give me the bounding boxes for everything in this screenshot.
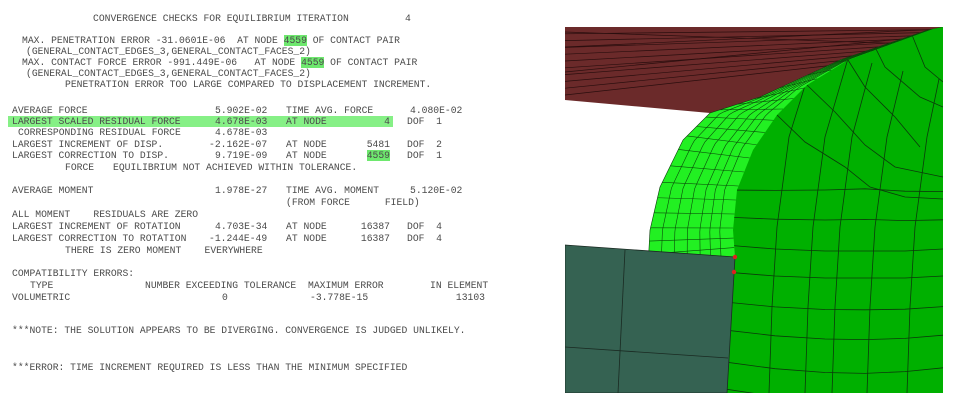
rotation-increment-label: LARGEST INCREMENT OF ROTATION: [12, 221, 181, 232]
rotation-increment-value: 4.703E-34: [215, 221, 268, 232]
force-status-label: FORCE: [65, 162, 95, 173]
disp-increment-value: -2.162E-07: [209, 139, 268, 150]
fem-mesh-view: [565, 27, 943, 393]
corresponding-residual-value: 4.678E-03: [215, 127, 268, 138]
compat-max-error: -3.778E-15: [310, 292, 369, 303]
highlighted-node: 4559: [283, 35, 307, 46]
dof: DOF 1: [407, 116, 442, 127]
disp-correction-node: 4559: [366, 150, 390, 161]
time-increment-error: ***ERROR: TIME INCREMENT REQUIRED IS LES…: [12, 362, 408, 373]
compat-heading: COMPATIBILITY ERRORS:: [12, 268, 135, 279]
scaled-residual-value: 4.678E-03: [215, 116, 268, 127]
divergence-note: ***NOTE: THE SOLUTION APPEARS TO BE DIVE…: [12, 325, 466, 336]
scaled-residual-label: LARGEST SCALED RESIDUAL FORCE: [12, 116, 181, 127]
disp-correction-value: 9.719E-09: [215, 150, 268, 161]
at-node-label: AT NODE: [286, 139, 327, 150]
contact-force-error-line: MAX. CONTACT FORCE ERROR -991.449E-06 AT…: [22, 57, 418, 68]
scaled-residual-node: 4: [384, 116, 390, 127]
time-avg-force-label: TIME AVG. FORCE: [286, 105, 374, 116]
compat-col-type: TYPE: [30, 280, 54, 291]
average-force-label: AVERAGE FORCE: [12, 105, 88, 116]
contact-pair: (GENERAL_CONTACT_EDGES_3,GENERAL_CONTACT…: [26, 68, 311, 79]
force-status-message: EQUILIBRIUM NOT ACHIEVED WITHIN TOLERANC…: [113, 162, 358, 173]
contact-node-marker: [731, 269, 737, 275]
time-avg-moment-label: TIME AVG. MOMENT: [286, 185, 380, 196]
moment-residuals-zero: ALL MOMENT RESIDUALS ARE ZERO: [12, 209, 199, 220]
rotation-correction-value: -1.244E-49: [209, 233, 268, 244]
dof: DOF 4: [407, 221, 442, 232]
disp-increment-label: LARGEST INCREMENT OF DISP.: [12, 139, 164, 150]
compat-col-number: NUMBER EXCEEDING TOLERANCE: [145, 280, 297, 291]
time-avg-moment-value: 5.120E-02: [410, 185, 463, 196]
dof: DOF 1: [407, 150, 442, 161]
compat-col-max: MAXIMUM ERROR: [308, 280, 384, 291]
rigid-plate: [565, 27, 943, 113]
block: [565, 244, 736, 393]
rotation-correction-label: LARGEST CORRECTION TO ROTATION: [12, 233, 187, 244]
time-avg-force-value: 4.080E-02: [410, 105, 463, 116]
iteration-number: 4: [405, 13, 411, 24]
disp-correction-label: LARGEST CORRECTION TO DISP.: [12, 150, 169, 161]
contact-pair: (GENERAL_CONTACT_EDGES_3,GENERAL_CONTACT…: [26, 46, 311, 57]
average-moment-label: AVERAGE MOMENT: [12, 185, 94, 196]
at-node-label: AT NODE: [286, 150, 327, 161]
compat-number: 0: [222, 292, 228, 303]
log-title: CONVERGENCE CHECKS FOR EQUILIBRIUM ITERA…: [93, 13, 349, 24]
at-node-label: AT NODE: [286, 221, 327, 232]
average-force-value: 5.902E-02: [215, 105, 268, 116]
highlighted-node: 4559: [301, 57, 325, 68]
average-moment-value: 1.978E-27: [215, 185, 268, 196]
contact-node-marker: [732, 254, 738, 260]
compat-element: 13103: [455, 292, 485, 303]
compat-type: VOLUMETRIC: [12, 292, 71, 303]
disp-increment-node: 5481: [366, 139, 390, 150]
rotation-correction-node: 16387: [360, 233, 390, 244]
highlight-band: [8, 116, 393, 127]
dof: DOF 4: [407, 233, 442, 244]
at-node-label: AT NODE: [286, 116, 327, 127]
at-node-label: AT NODE: [286, 233, 327, 244]
zero-moment-note: THERE IS ZERO MOMENT EVERYWHERE: [65, 245, 263, 256]
solver-message-log: CONVERGENCE CHECKS FOR EQUILIBRIUM ITERA…: [8, 13, 489, 373]
dof: DOF 2: [407, 139, 442, 150]
penetration-error-line: MAX. PENETRATION ERROR -31.0601E-06 AT N…: [22, 35, 400, 46]
corresponding-residual-label: CORRESPONDING RESIDUAL FORCE: [18, 127, 181, 138]
penetration-warning: PENETRATION ERROR TOO LARGE COMPARED TO …: [65, 79, 432, 90]
compat-col-element: IN ELEMENT: [430, 280, 489, 291]
from-field-note: (FROM FORCE FIELD): [286, 197, 420, 208]
rotation-increment-node: 16387: [360, 221, 390, 232]
